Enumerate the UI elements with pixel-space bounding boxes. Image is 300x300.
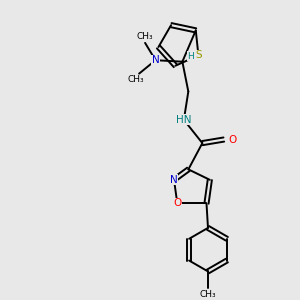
Text: N: N: [170, 175, 178, 185]
Text: CH₃: CH₃: [136, 32, 153, 41]
Text: O: O: [228, 134, 236, 145]
Text: O: O: [173, 198, 182, 208]
Text: N: N: [152, 55, 159, 65]
Text: S: S: [195, 50, 202, 61]
Text: HN: HN: [176, 115, 192, 125]
Text: CH₃: CH₃: [127, 75, 144, 84]
Text: CH₃: CH₃: [200, 290, 216, 299]
Text: H: H: [187, 52, 194, 61]
